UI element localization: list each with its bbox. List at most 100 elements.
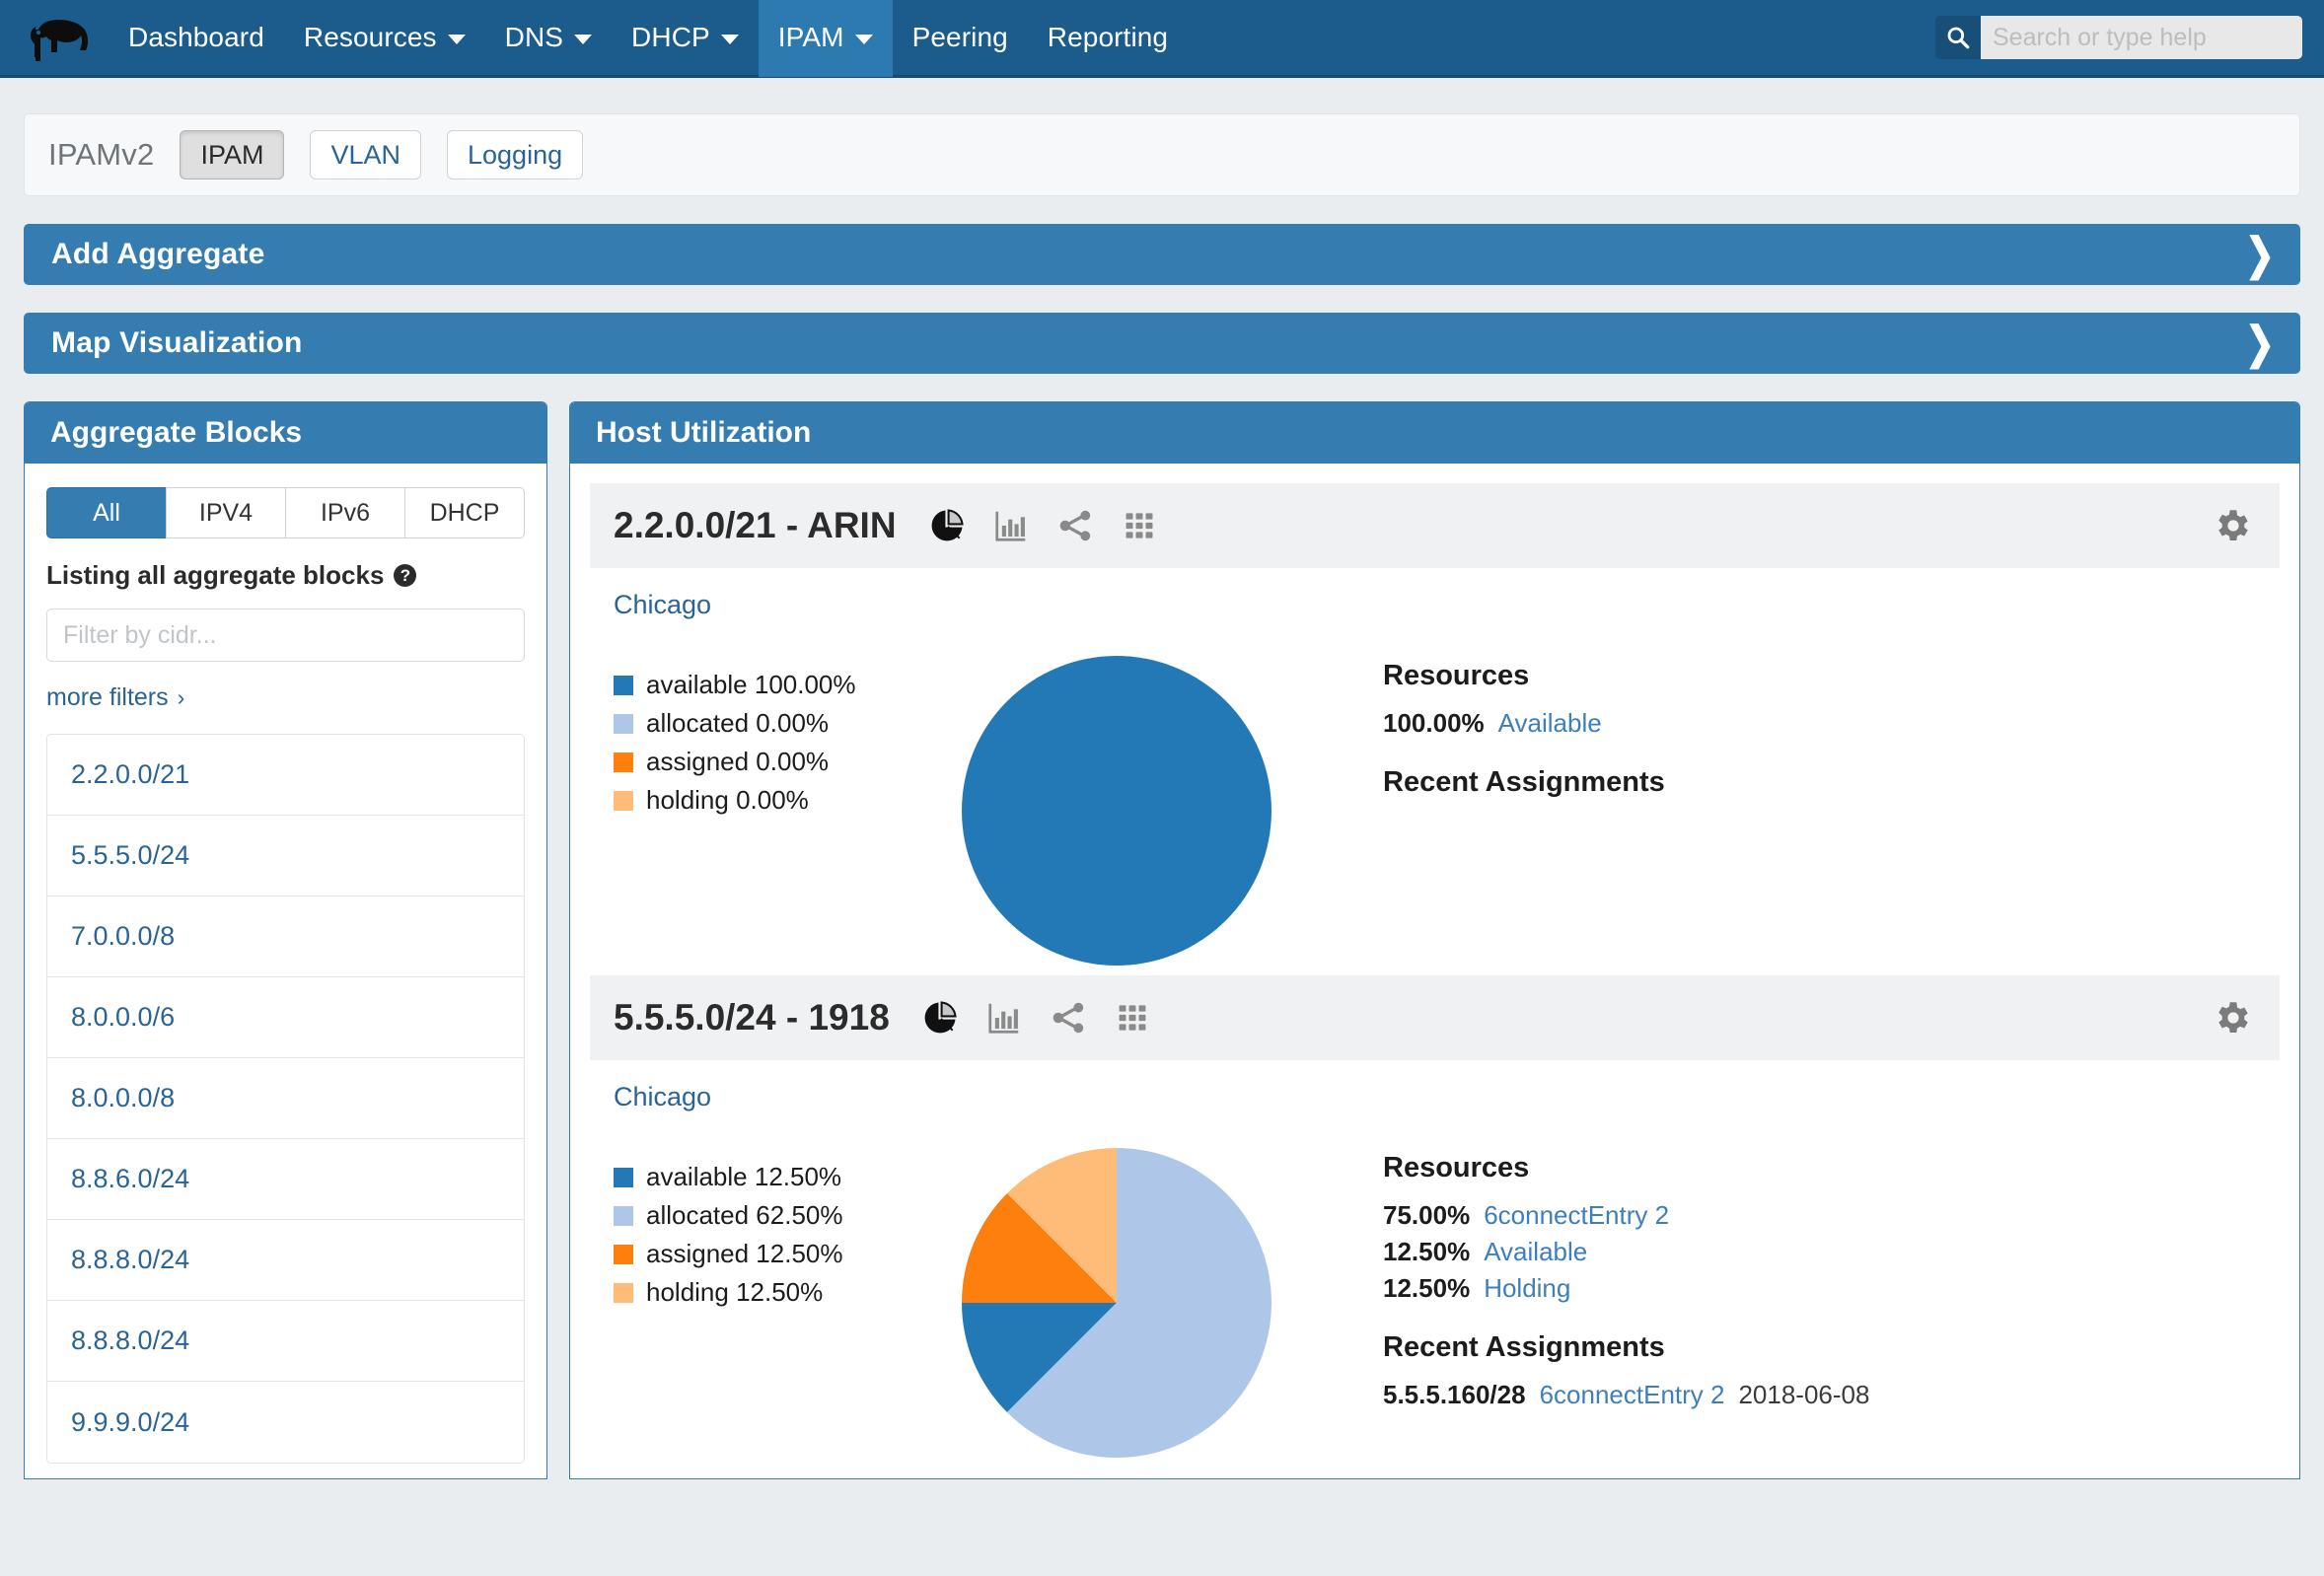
assignments-heading: Recent Assignments bbox=[1383, 1331, 1665, 1363]
legend-label: available 100.00% bbox=[646, 670, 856, 699]
card-location[interactable]: Chicago bbox=[614, 590, 712, 619]
nav-item-reporting[interactable]: Reporting bbox=[1028, 0, 1188, 77]
nav-items: Dashboard Resources DNS DHCP IPAM Peerin… bbox=[109, 0, 1188, 77]
gear-icon[interactable] bbox=[2213, 997, 2254, 1039]
chevron-down-icon bbox=[574, 35, 593, 44]
list-item[interactable]: 5.5.5.0/24 bbox=[47, 816, 524, 896]
resource-name[interactable]: Available bbox=[1484, 1237, 1588, 1266]
share-icon[interactable] bbox=[1050, 999, 1087, 1037]
card-resources: Resources 100.00% Available Recent Assign… bbox=[1324, 656, 2256, 966]
list-item[interactable]: 2.2.0.0/21 bbox=[47, 735, 524, 816]
resource-percent: 75.00% bbox=[1383, 1200, 1471, 1230]
legend-swatch-allocated bbox=[614, 1205, 633, 1226]
legend-swatch-assigned bbox=[614, 752, 633, 772]
cidr-filter-input[interactable] bbox=[46, 609, 525, 662]
card-resources: Resources 75.00% 6connectEntry 2 12.50% Av… bbox=[1324, 1148, 2256, 1458]
nav-item-dns[interactable]: DNS bbox=[485, 0, 612, 77]
card-location[interactable]: Chicago bbox=[614, 1082, 712, 1111]
legend-swatch-holding bbox=[614, 790, 633, 811]
legend-swatch-assigned bbox=[614, 1244, 633, 1264]
search-box bbox=[1935, 16, 2302, 59]
aggregate-block-list: 2.2.0.0/21 5.5.5.0/24 7.0.0.0/8 8.0.0.0/… bbox=[46, 734, 525, 1464]
more-filters-link[interactable]: more filters › bbox=[46, 683, 184, 712]
page-title: IPAMv2 bbox=[48, 137, 155, 172]
resource-name[interactable]: Holding bbox=[1484, 1273, 1571, 1303]
pie-chart-icon[interactable] bbox=[921, 999, 959, 1037]
tab-ipam[interactable]: IPAM bbox=[180, 130, 285, 179]
search-input[interactable] bbox=[1981, 16, 2302, 59]
utilization-card: 2.2.0.0/21 - ARIN bbox=[590, 483, 2280, 975]
chart-legend: available 12.50% allocated 62.50% assign… bbox=[614, 1148, 909, 1458]
resource-percent: 12.50% bbox=[1383, 1237, 1471, 1266]
resource-name[interactable]: Available bbox=[1497, 708, 1602, 738]
nav-item-peering[interactable]: Peering bbox=[893, 0, 1028, 77]
module-subheader: IPAMv2 IPAM VLAN Logging bbox=[24, 113, 2300, 196]
legend-label: assigned 12.50% bbox=[646, 1239, 843, 1268]
chevron-down-icon bbox=[854, 35, 873, 44]
legend-label: assigned 0.00% bbox=[646, 747, 830, 776]
grid-icon[interactable] bbox=[1121, 507, 1158, 544]
resource-row: 75.00% 6connectEntry 2 bbox=[1383, 1200, 2256, 1231]
assignment-name[interactable]: 6connectEntry 2 bbox=[1539, 1380, 1725, 1409]
nav-label: Peering bbox=[911, 22, 1008, 52]
card-view-icons bbox=[921, 999, 1151, 1037]
filter-tab-dhcp[interactable]: DHCP bbox=[404, 487, 525, 538]
grid-icon[interactable] bbox=[1114, 999, 1151, 1037]
aggregate-filter-tabs: All IPV4 IPv6 DHCP bbox=[46, 487, 525, 538]
bar-chart-icon[interactable] bbox=[985, 999, 1023, 1037]
bar-chart-icon[interactable] bbox=[992, 507, 1030, 544]
card-header: 5.5.5.0/24 - 1918 bbox=[590, 975, 2280, 1060]
aggregate-blocks-body: All IPV4 IPv6 DHCP Listing all aggregate… bbox=[25, 464, 546, 1478]
elephant-logo[interactable] bbox=[26, 14, 91, 61]
pie-chart-container bbox=[909, 1148, 1324, 1458]
legend-label: available 12.50% bbox=[646, 1162, 842, 1191]
host-utilization-header: Host Utilization bbox=[570, 402, 2299, 464]
legend-item: holding 0.00% bbox=[614, 785, 909, 816]
nav-item-resources[interactable]: Resources bbox=[284, 0, 485, 77]
nav-label: Resources bbox=[303, 22, 437, 52]
tab-logging[interactable]: Logging bbox=[447, 130, 584, 179]
panel-title: Aggregate Blocks bbox=[50, 416, 303, 449]
gear-icon[interactable] bbox=[2213, 505, 2254, 546]
resource-row: 100.00% Available bbox=[1383, 708, 2256, 739]
nav-item-dashboard[interactable]: Dashboard bbox=[109, 0, 284, 77]
help-icon[interactable]: ? bbox=[394, 564, 417, 587]
share-icon[interactable] bbox=[1056, 507, 1094, 544]
pie-chart-icon[interactable] bbox=[928, 507, 966, 544]
nav-label: Dashboard bbox=[128, 22, 264, 52]
pie-chart-container bbox=[909, 656, 1324, 966]
legend-item: holding 12.50% bbox=[614, 1277, 909, 1308]
resources-heading: Resources bbox=[1383, 660, 1530, 691]
nav-label: DNS bbox=[504, 22, 564, 52]
section-title: Map Visualization bbox=[51, 326, 303, 359]
chevron-down-icon bbox=[720, 35, 739, 44]
filter-tab-ipv6[interactable]: IPv6 bbox=[285, 487, 404, 538]
nav-label: Reporting bbox=[1047, 22, 1169, 52]
add-aggregate-section-toggle[interactable]: Add Aggregate ❯ bbox=[24, 224, 2300, 285]
list-item[interactable]: 8.0.0.0/8 bbox=[47, 1058, 524, 1139]
filter-tab-ipv4[interactable]: IPV4 bbox=[166, 487, 285, 538]
list-item[interactable]: 8.0.0.0/6 bbox=[47, 977, 524, 1058]
more-filters-label: more filters bbox=[46, 683, 169, 711]
chevron-right-icon: › bbox=[177, 684, 185, 710]
legend-label: allocated 0.00% bbox=[646, 708, 830, 738]
list-item[interactable]: 7.0.0.0/8 bbox=[47, 896, 524, 977]
nav-item-ipam[interactable]: IPAM bbox=[758, 0, 893, 77]
aggregate-blocks-panel: Aggregate Blocks All IPV4 IPv6 DHCP List… bbox=[24, 401, 547, 1479]
list-item[interactable]: 9.9.9.0/24 bbox=[47, 1382, 524, 1463]
map-visualization-section-toggle[interactable]: Map Visualization ❯ bbox=[24, 313, 2300, 374]
nav-item-dhcp[interactable]: DHCP bbox=[612, 0, 759, 77]
aggregate-blocks-header: Aggregate Blocks bbox=[25, 402, 546, 464]
search-icon[interactable] bbox=[1935, 16, 1981, 59]
list-item[interactable]: 8.8.8.0/24 bbox=[47, 1220, 524, 1301]
legend-swatch-available bbox=[614, 675, 633, 695]
tab-vlan[interactable]: VLAN bbox=[310, 130, 421, 179]
chevron-right-icon: ❯ bbox=[2244, 317, 2275, 368]
list-item[interactable]: 8.8.6.0/24 bbox=[47, 1139, 524, 1220]
list-item[interactable]: 8.8.8.0/24 bbox=[47, 1301, 524, 1382]
resource-name[interactable]: 6connectEntry 2 bbox=[1484, 1200, 1670, 1230]
main-content: Aggregate Blocks All IPV4 IPv6 DHCP List… bbox=[24, 401, 2300, 1479]
listing-label: Listing all aggregate blocks bbox=[46, 560, 385, 590]
filter-tab-all[interactable]: All bbox=[46, 487, 166, 538]
card-body: Chicago available 12.50% allocated 62.50… bbox=[590, 1060, 2280, 1468]
